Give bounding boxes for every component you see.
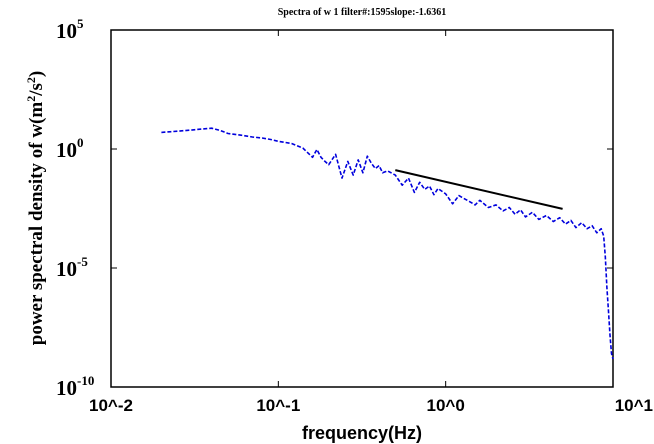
fit-line [395, 169, 563, 210]
y-tick-label: 105 [56, 16, 84, 43]
x-tick-label: 10^-1 [256, 396, 300, 415]
x-axis-label: frequency(Hz) [302, 423, 422, 443]
x-tick-label: 10^0 [427, 396, 465, 415]
chart-title: Spectra of w 1 filter#:1595slope:-1.6361 [278, 7, 447, 18]
x-tick-label: 10^-2 [89, 396, 133, 415]
spectrum-line [161, 127, 614, 360]
y-tick-label: 10-5 [56, 254, 88, 281]
data-series [161, 127, 614, 360]
x-tick-labels: 10^-2 10^-1 10^0 10^1 [89, 396, 653, 415]
x-tick-label: 10^1 [615, 396, 653, 415]
axis-ticks [110, 29, 614, 388]
y-tick-label: 100 [56, 135, 84, 162]
y-tick-labels: 10-10 10-5 100 105 [56, 16, 94, 400]
plot-frame [110, 29, 614, 388]
y-axis-label: power spectral density of w(m2/s2) [24, 71, 47, 345]
y-axis-label-sup1: 2 [24, 96, 38, 102]
y-tick-label: 10-10 [56, 373, 94, 400]
y-axis-label-middle: /s [26, 83, 47, 97]
y-axis-label-sup2: 2 [24, 77, 38, 83]
y-axis-label-suffix: ) [26, 71, 47, 77]
y-axis-label-prefix: power spectral density of w(m [26, 102, 47, 346]
